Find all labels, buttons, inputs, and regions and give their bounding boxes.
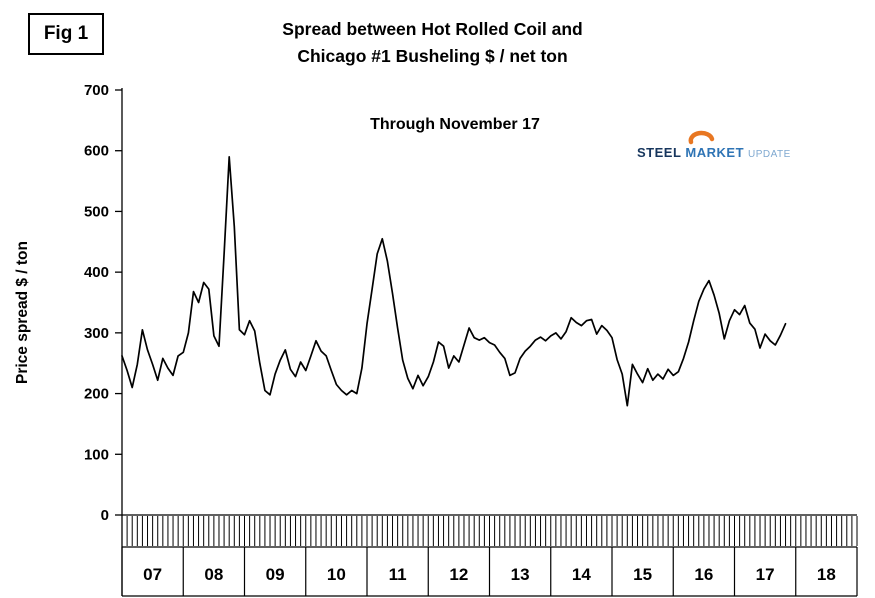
- chart-title: Spread between Hot Rolled Coil and Chica…: [150, 16, 715, 70]
- logo-word-steel: STEEL: [637, 145, 682, 160]
- svg-text:700: 700: [84, 82, 109, 99]
- svg-text:400: 400: [84, 264, 109, 281]
- chart-title-line2: Chicago #1 Busheling $ / net ton: [297, 46, 568, 67]
- svg-text:500: 500: [84, 203, 109, 220]
- svg-text:12: 12: [449, 565, 468, 584]
- chart-title-line1: Spread between Hot Rolled Coil and: [282, 19, 583, 39]
- svg-text:600: 600: [84, 143, 109, 160]
- svg-text:10: 10: [327, 565, 346, 584]
- svg-text:13: 13: [511, 565, 530, 584]
- svg-text:14: 14: [572, 565, 591, 584]
- chart-annotation: Through November 17: [370, 116, 540, 133]
- svg-text:200: 200: [84, 386, 109, 403]
- figure-label: Fig 1: [43, 23, 89, 44]
- y-axis-title: Price spread $ / ton: [14, 241, 31, 385]
- svg-text:300: 300: [84, 325, 109, 342]
- svg-text:16: 16: [694, 565, 713, 584]
- svg-text:15: 15: [633, 565, 652, 584]
- svg-text:09: 09: [266, 565, 285, 584]
- smu-logo: STEEL MARKET UPDATE: [637, 128, 807, 164]
- svg-text:18: 18: [817, 565, 836, 584]
- logo-swoosh-icon: [688, 130, 715, 145]
- svg-text:08: 08: [204, 565, 223, 584]
- svg-text:100: 100: [84, 446, 109, 463]
- logo-word-market: MARKET: [685, 145, 745, 160]
- figure-label-box: Fig 1: [28, 13, 104, 55]
- logo-text: STEEL MARKET UPDATE: [637, 144, 791, 162]
- logo-word-update: UPDATE: [748, 149, 791, 160]
- svg-text:07: 07: [143, 565, 162, 584]
- svg-text:11: 11: [389, 565, 407, 584]
- svg-text:0: 0: [101, 507, 109, 524]
- svg-text:17: 17: [756, 565, 775, 584]
